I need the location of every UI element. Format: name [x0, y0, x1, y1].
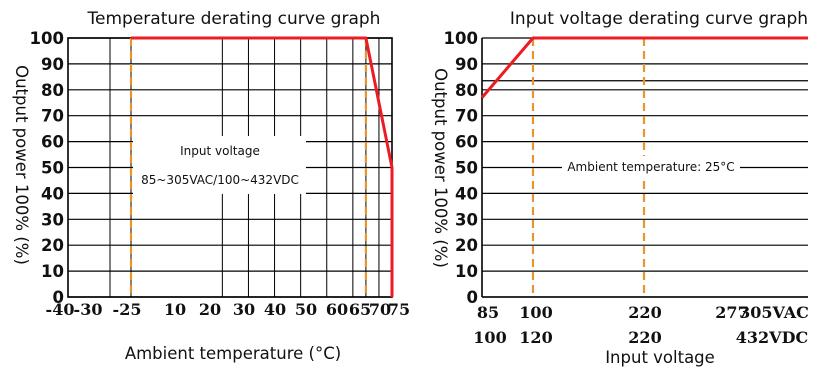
y-tick-label: 30 [455, 210, 478, 229]
y-tick-label: 90 [455, 55, 478, 74]
x-tick-label: 40 [264, 300, 286, 319]
note-box-bg [133, 136, 306, 194]
x-tick-label: 20 [199, 300, 221, 319]
x-tick-label: 75 [388, 300, 410, 319]
x-tick-label: 70 [369, 300, 391, 319]
y-axis-label: Output power 100% (%) [431, 68, 450, 268]
y-tick-label: 40 [41, 184, 64, 203]
y-tick-label: 80 [41, 81, 64, 100]
x-tick-label-vdc: 100 [473, 328, 506, 347]
y-tick-label: 0 [467, 288, 478, 307]
x-tick-label: 30 [233, 300, 255, 319]
grid [481, 37, 808, 298]
chart-title: Input voltage derating curve graph [510, 9, 808, 29]
y-tick-label: 80 [455, 81, 478, 100]
x-tick-label-vdc: 432VDC [736, 328, 808, 347]
x-tick-label: 50 [295, 300, 317, 319]
y-tick-label: 0 [53, 288, 64, 307]
derating-curve [131, 36, 394, 297]
note-box-bg [562, 156, 740, 178]
x-axis-label: Input voltage [605, 348, 715, 367]
y-tick-label: 10 [41, 262, 64, 281]
x-tick-label: 65 [349, 300, 371, 319]
x-tick-label-vac: 277 [715, 303, 748, 322]
chart-title: Temperature derating curve graph [87, 9, 381, 29]
y-tick-label: 60 [41, 133, 64, 152]
marker-lines [129, 38, 367, 297]
x-tick-label-vac: 220 [628, 303, 661, 322]
x-tick-label-vac: 85 [477, 303, 499, 322]
x-tick-label: -30 [74, 300, 103, 319]
y-tick-label: 100 [30, 29, 64, 48]
y-tick-label: 10 [455, 262, 478, 281]
x-tick-label: -25 [113, 300, 142, 319]
y-tick-label: 30 [41, 210, 64, 229]
note-box: Input voltage 85~305VAC/100~432VDC [133, 136, 306, 194]
x-tick-label-vdc: 220 [628, 328, 661, 347]
note-box: Ambient temperature: 25°C [562, 156, 740, 178]
x-tick-label-vac: 100 [519, 303, 552, 322]
temperature-derating-chart: Temperature derating curve graph Input v… [12, 9, 410, 363]
y-axis-label: Output power 100% (%) [12, 65, 31, 265]
y-tick-labels: 0 10 20 30 40 50 60 70 80 90 100 [30, 29, 64, 307]
y-tick-label: 90 [41, 55, 64, 74]
derating-curve [480, 36, 808, 99]
note-line-2: 85~305VAC/100~432VDC [141, 173, 299, 187]
note-line-1: Ambient temperature: 25°C [567, 160, 734, 174]
y-tick-label: 70 [455, 107, 478, 126]
y-tick-label: 50 [41, 159, 64, 178]
y-tick-label: 100 [444, 29, 478, 48]
y-tick-label: 60 [455, 133, 478, 152]
curve-line [131, 36, 394, 297]
x-tick-label-vac: 305VAC [739, 303, 809, 322]
y-tick-label: 40 [455, 184, 478, 203]
y-tick-label: 50 [455, 159, 478, 178]
curve-line [480, 36, 808, 99]
x-tick-label-vdc: 120 [519, 328, 552, 347]
note-line-1: Input voltage [180, 144, 260, 158]
y-tick-label: 20 [455, 236, 478, 255]
y-tick-label: 70 [41, 107, 64, 126]
marker-lines [531, 38, 646, 297]
y-tick-label: 20 [41, 236, 64, 255]
x-tick-label: 10 [164, 300, 186, 319]
input-voltage-derating-chart: Input voltage derating curve graph Ambie… [431, 9, 809, 367]
x-tick-label: 60 [326, 300, 348, 319]
x-tick-label: -40 [46, 300, 75, 319]
y-tick-labels: 0 10 20 30 40 50 60 70 80 90 100 [444, 29, 478, 307]
x-axis-label: Ambient temperature (°C) [125, 344, 341, 363]
